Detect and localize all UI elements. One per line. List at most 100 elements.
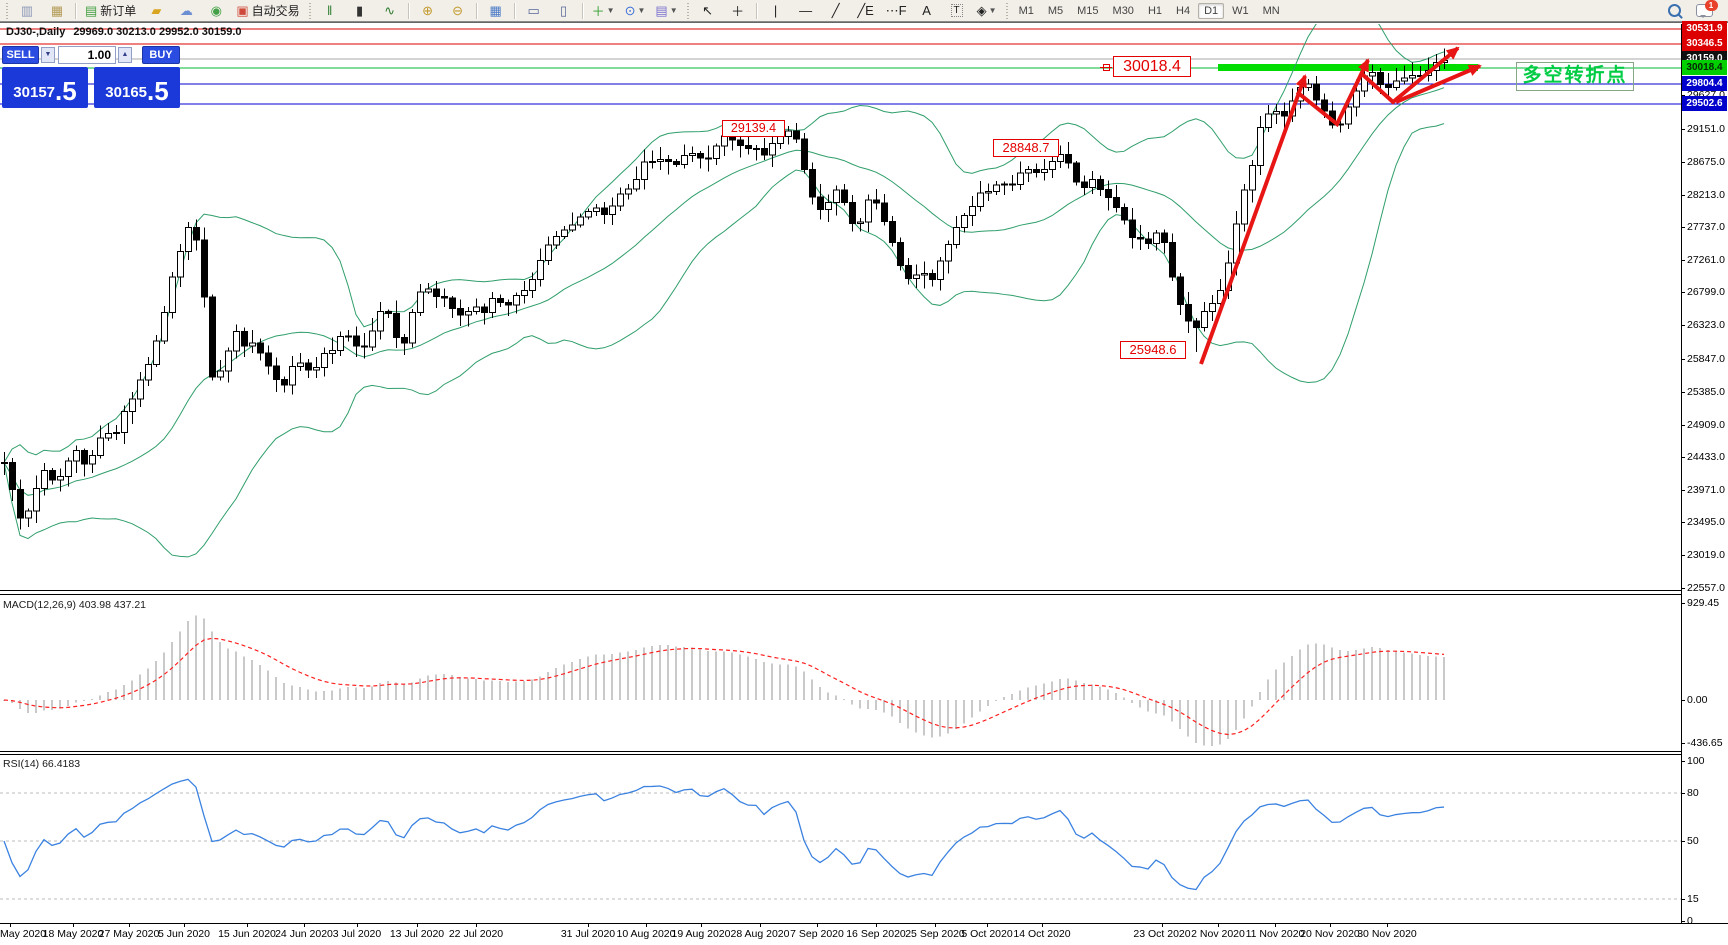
text-icon: A	[922, 3, 931, 18]
x-axis-tick	[1162, 923, 1163, 927]
indicators-icon: ＋	[591, 4, 605, 19]
buy-price-button[interactable]: 30165.5	[94, 67, 180, 108]
x-axis-tick	[1275, 923, 1276, 927]
macd-signal-line	[3, 637, 1445, 736]
macd-panel[interactable]	[0, 596, 1681, 751]
timeframe-h1-button[interactable]: H1	[1147, 4, 1162, 17]
zoom-out-icon: ⊖	[452, 2, 464, 18]
notifications-button[interactable]: 1	[1690, 0, 1718, 21]
price-marker-badge: 30018.4	[1682, 60, 1727, 75]
templates-dropdown-icon[interactable]: ▼	[669, 6, 678, 15]
tb-periods-button[interactable]: ⊙ ▼	[621, 1, 650, 21]
chart-candles-icon: ▮	[356, 2, 364, 18]
timeframe-m15-button[interactable]: M15	[1077, 4, 1099, 17]
tb-text-label-button[interactable]: T	[943, 1, 971, 21]
tb-vertical-line-button[interactable]: |	[762, 1, 790, 21]
splitter-macd-rsi-2	[0, 754, 1681, 755]
lot-decrease-button[interactable]: ▼	[41, 47, 55, 63]
auto-arrange-icon: ▭	[527, 2, 540, 18]
tb-new-order-button[interactable]: ▤ 新订单	[81, 1, 140, 21]
search-icon	[1667, 4, 1681, 17]
tb-horizontal-line-button[interactable]: —	[792, 1, 820, 21]
price-annotation-label[interactable]: 29139.4	[722, 120, 785, 137]
main-price-label: 25385.0	[1687, 386, 1725, 398]
autotrading-label: 自动交易	[251, 4, 300, 18]
sell-price-button[interactable]: 30157.5	[2, 67, 88, 108]
tb-chart-line-button[interactable]: ∿	[376, 1, 404, 21]
indicators-dropdown-icon[interactable]: ▼	[606, 6, 615, 15]
tb-templates-button[interactable]: ▤ ▼	[651, 1, 681, 21]
tb-chart-candles-button[interactable]: ▮	[346, 1, 374, 21]
buy-button[interactable]: BUY	[142, 46, 180, 64]
y-axis-tick	[1681, 555, 1685, 556]
tb-chart-shift-button[interactable]: ▯	[550, 1, 578, 21]
price-annotation-label[interactable]: 25948.6	[1120, 341, 1186, 359]
price-marker-badge: 30531.9	[1682, 21, 1727, 36]
lot-size-input[interactable]: 1.00	[58, 46, 116, 64]
rsi-scale-label: 50	[1687, 835, 1699, 847]
price-annotation-label[interactable]: 28848.7	[993, 139, 1059, 157]
splitter-main-macd[interactable]	[0, 590, 1681, 591]
trend-arrows	[1199, 46, 1482, 365]
tb-autotrading-button[interactable]: ▣ 自动交易	[232, 1, 303, 21]
y-axis-tick	[1681, 359, 1685, 360]
y-axis-tick	[1681, 162, 1685, 163]
buy-price: 30165	[105, 84, 148, 101]
tb-zoom-in-button[interactable]: ⊕	[414, 1, 442, 21]
macd-scale-label: -436.65	[1687, 737, 1723, 749]
tb-signal-button[interactable]: ◉	[202, 1, 230, 21]
splitter-macd-rsi[interactable]	[0, 751, 1681, 752]
x-axis-label: 20 Nov 2020	[1300, 928, 1360, 940]
lot-increase-button[interactable]: ▲	[118, 47, 132, 63]
tb-equidistant-channel-button[interactable]: ╱E	[852, 1, 880, 21]
macd-scale-label: 929.45	[1687, 597, 1720, 609]
tb-indicators-button[interactable]: ＋ ▼	[588, 1, 619, 21]
x-axis-tick	[1330, 923, 1331, 927]
x-axis-tick	[73, 923, 74, 927]
arrows-dropdown-icon[interactable]: ▼	[988, 6, 997, 15]
tile-windows-icon: ▦	[489, 2, 502, 18]
tb-trendline-button[interactable]: ╱	[822, 1, 850, 21]
macd-scale-label: 0.00	[1687, 694, 1708, 706]
x-axis-label: 27 May 2020	[98, 928, 160, 940]
timeframe-m1-button[interactable]: M1	[1018, 4, 1034, 17]
bull-bear-note[interactable]: 多空转折点	[1516, 62, 1634, 91]
x-axis-tick	[701, 923, 702, 927]
tb-auto-arrange-button[interactable]: ▭	[520, 1, 548, 21]
search-button[interactable]	[1660, 1, 1688, 21]
chart-ohlc-values: 29969.0 30213.0 29952.0 30159.0	[73, 26, 242, 38]
timeframe-d1-button[interactable]: D1	[1198, 2, 1225, 19]
rsi-line	[3, 778, 1445, 891]
timeframe-mn-button[interactable]: MN	[1262, 4, 1280, 17]
tb-crosshair-button[interactable]: ＋	[724, 1, 752, 21]
trendline-icon: ╱	[831, 2, 840, 18]
macd-histogram	[3, 615, 1445, 746]
horizontal-line-icon: —	[799, 3, 813, 18]
tb-text-button[interactable]: A	[913, 1, 941, 21]
tb-tile-windows-button[interactable]: ▦	[482, 1, 510, 21]
price-label-anchor	[1103, 64, 1110, 71]
rsi-panel[interactable]	[0, 756, 1681, 923]
tb-arrows-button[interactable]: ◈ ▼	[973, 1, 1001, 21]
timeframe-w1-button[interactable]: W1	[1232, 4, 1249, 17]
main-price-label: 28675.0	[1687, 156, 1725, 168]
tb-fibonacci-button[interactable]: ⋯F	[882, 1, 911, 21]
tb-cursor-button[interactable]: ↖	[694, 1, 722, 21]
timeframe-h4-button[interactable]: H4	[1176, 4, 1191, 17]
sell-button[interactable]: SELL	[2, 46, 39, 64]
tb-charts-window-button[interactable]: ▥	[13, 1, 41, 21]
signal-icon: ◉	[210, 2, 222, 18]
tb-chart-bars-button[interactable]: ‖	[316, 1, 344, 21]
main-chart-panel[interactable]	[0, 24, 1681, 590]
periods-dropdown-icon[interactable]: ▼	[637, 6, 646, 15]
x-axis-tick	[935, 923, 936, 927]
price-annotation-label[interactable]: 30018.4	[1113, 56, 1191, 77]
timeframe-m5-button[interactable]: M5	[1047, 4, 1064, 17]
tb-zoom-out-button[interactable]: ⊖	[444, 1, 472, 21]
tb-market-watch-button[interactable]: ▦	[43, 1, 71, 21]
timeframe-m30-button[interactable]: M30	[1112, 4, 1134, 17]
tb-history-center-button[interactable]: ▰	[142, 1, 170, 21]
toolbar-grip	[307, 2, 312, 19]
tb-terminal-button[interactable]: ☁	[172, 1, 200, 21]
main-price-label: 24433.0	[1687, 451, 1725, 463]
